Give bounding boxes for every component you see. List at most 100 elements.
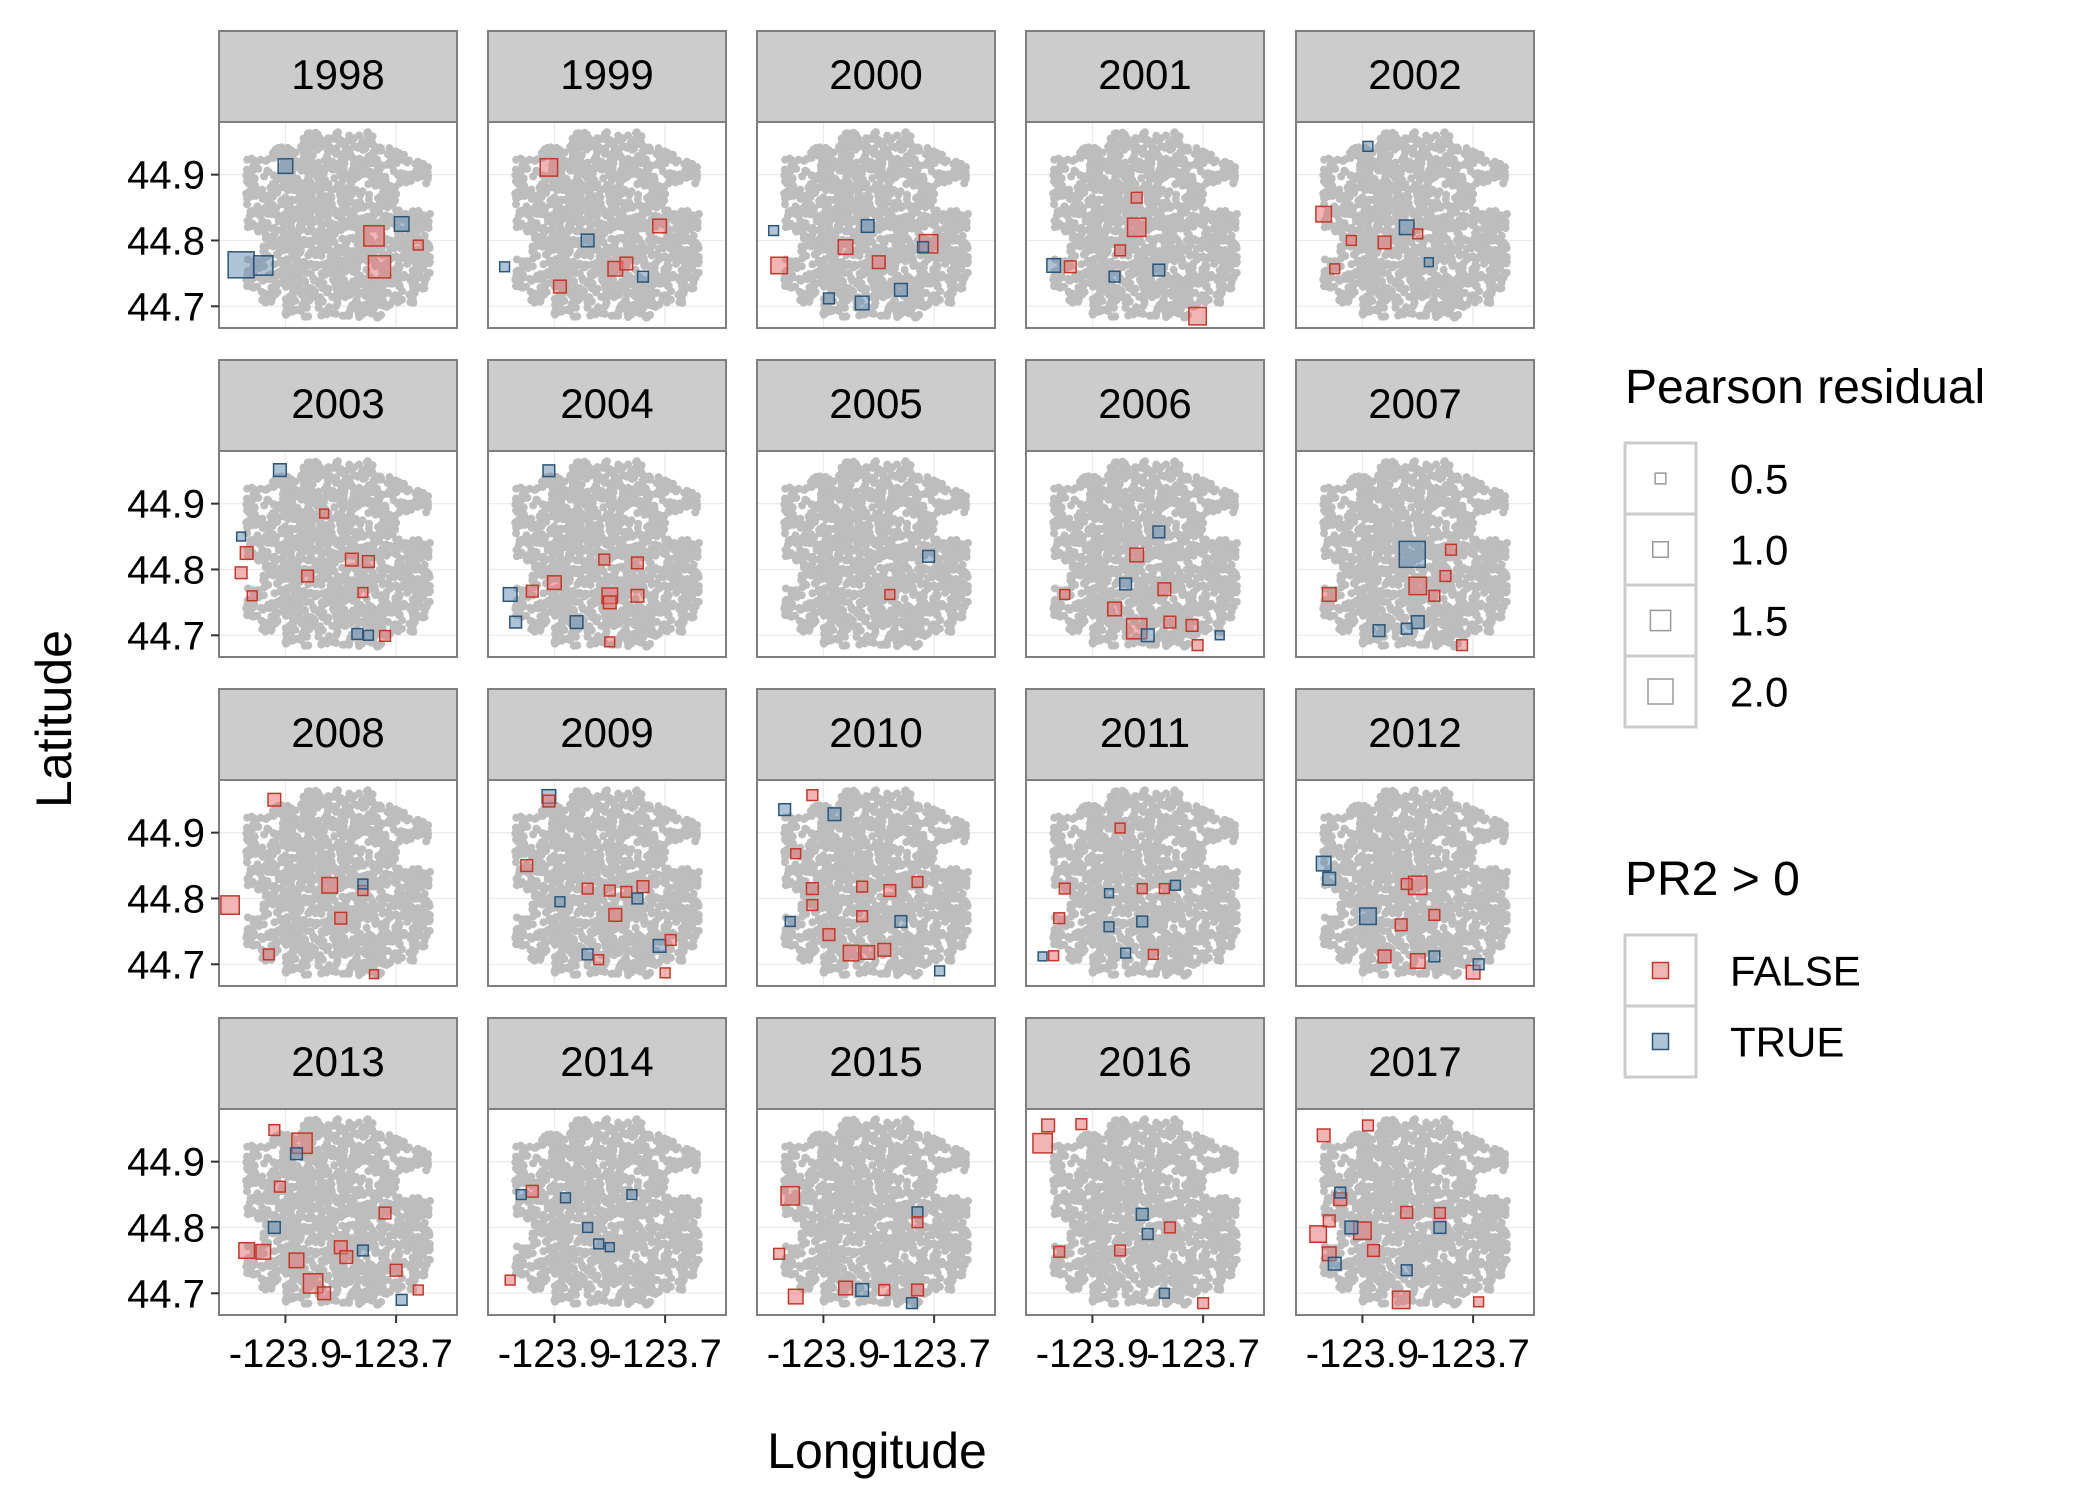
site-point xyxy=(419,168,427,176)
site-point xyxy=(350,206,358,214)
site-point xyxy=(657,273,665,281)
site-point xyxy=(259,195,267,203)
site-point xyxy=(306,227,314,235)
site-point xyxy=(359,204,367,212)
site-point xyxy=(530,246,538,254)
site-point xyxy=(607,235,615,243)
site-point xyxy=(575,211,583,219)
site-point xyxy=(378,293,386,301)
site-point xyxy=(593,147,601,155)
site-point xyxy=(585,184,593,192)
site-point xyxy=(360,145,368,153)
site-point xyxy=(690,242,698,250)
site-point xyxy=(403,177,411,185)
site-point xyxy=(558,296,566,304)
site-point xyxy=(637,239,645,247)
site-point xyxy=(573,312,581,320)
site-point xyxy=(517,192,525,200)
site-point xyxy=(399,252,407,260)
site-point xyxy=(364,180,372,188)
site-point xyxy=(310,277,318,285)
site-point xyxy=(416,210,424,218)
site-point xyxy=(628,167,636,175)
site-point xyxy=(349,216,357,224)
site-point xyxy=(672,177,680,185)
site-point xyxy=(578,188,586,196)
site-point xyxy=(249,284,257,292)
site-point xyxy=(262,157,270,165)
site-point xyxy=(387,149,395,157)
site-point xyxy=(633,180,641,188)
site-point xyxy=(646,147,654,155)
site-point xyxy=(611,245,619,253)
site-point xyxy=(243,156,251,164)
site-point xyxy=(332,302,340,310)
site-point xyxy=(414,252,422,260)
site-point xyxy=(366,167,374,175)
residual-point xyxy=(540,159,557,176)
site-point xyxy=(523,263,531,271)
site-point xyxy=(319,297,327,305)
site-point xyxy=(601,310,609,318)
site-point xyxy=(287,239,295,247)
site-point xyxy=(262,275,270,283)
site-point xyxy=(294,306,302,314)
site-point xyxy=(247,207,255,215)
facet-strip-label: 2000 xyxy=(829,51,922,98)
site-point xyxy=(639,255,647,263)
site-point xyxy=(296,249,304,257)
residual-point xyxy=(368,256,390,278)
site-point xyxy=(536,295,544,303)
site-point xyxy=(635,224,643,232)
residual-point xyxy=(394,217,409,232)
site-point xyxy=(336,139,344,147)
site-point xyxy=(362,247,370,255)
facet-panel-2000: 2000 xyxy=(757,31,995,328)
site-point xyxy=(619,206,627,214)
site-point xyxy=(606,197,614,205)
site-point xyxy=(332,310,340,318)
site-point xyxy=(588,284,596,292)
site-point xyxy=(283,255,291,263)
site-point xyxy=(658,188,666,196)
site-point xyxy=(688,168,696,176)
site-point xyxy=(583,146,591,154)
site-point xyxy=(339,312,347,320)
site-point xyxy=(348,137,356,145)
site-point xyxy=(336,182,344,190)
site-point xyxy=(539,260,547,268)
site-point xyxy=(674,219,682,227)
site-point xyxy=(618,223,626,231)
site-point xyxy=(337,257,345,265)
site-point xyxy=(261,205,269,213)
site-point xyxy=(303,240,311,248)
site-point xyxy=(531,275,539,283)
site-point xyxy=(550,177,558,185)
site-point xyxy=(656,149,664,157)
site-point xyxy=(316,184,324,192)
site-point xyxy=(518,284,526,292)
site-point xyxy=(645,181,653,189)
site-point xyxy=(383,181,391,189)
site-point xyxy=(601,161,609,169)
site-point xyxy=(523,208,531,216)
site-point xyxy=(652,181,660,189)
facet-strip-label: 1999 xyxy=(560,51,653,98)
site-point xyxy=(324,220,332,228)
site-point xyxy=(516,207,524,215)
site-point xyxy=(552,255,560,263)
site-point xyxy=(645,165,653,173)
site-point xyxy=(295,238,303,246)
site-point xyxy=(289,180,297,188)
site-point xyxy=(248,192,256,200)
site-point xyxy=(685,210,693,218)
site-point xyxy=(586,277,594,285)
site-point xyxy=(563,306,571,314)
residual-point xyxy=(620,257,633,270)
site-point xyxy=(649,301,657,309)
site-point xyxy=(550,193,558,201)
site-point xyxy=(569,151,577,159)
site-point xyxy=(570,295,578,303)
site-point xyxy=(683,252,691,260)
